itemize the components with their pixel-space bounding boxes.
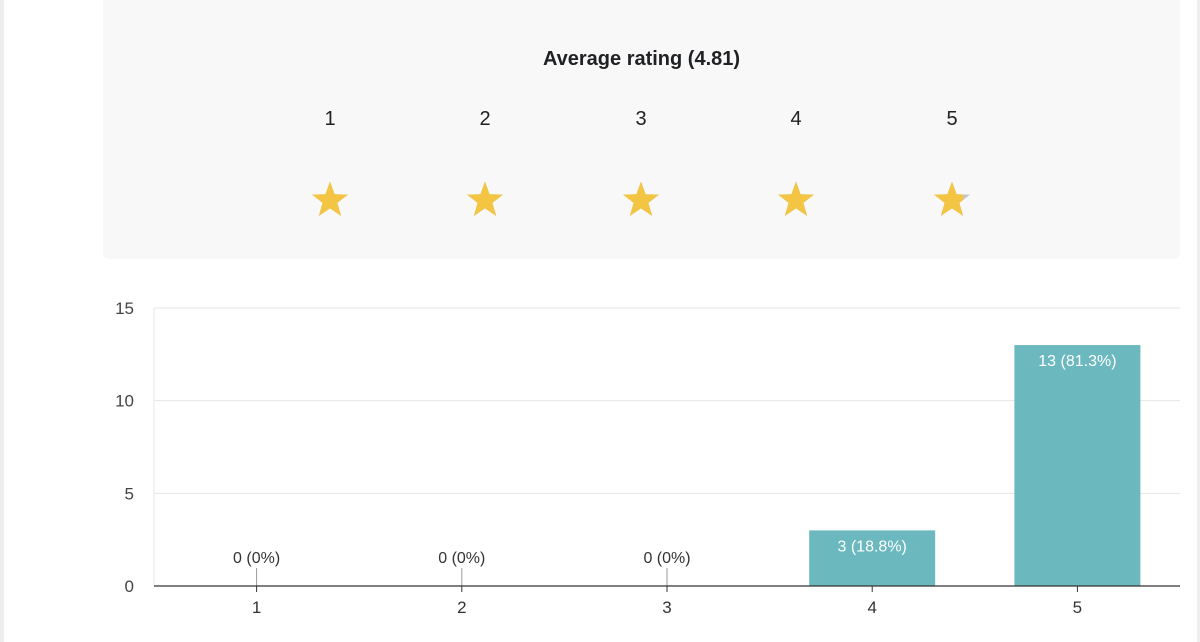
star-icon [623, 181, 659, 216]
star-icon [312, 181, 348, 216]
x-tick-label: 3 [662, 598, 671, 617]
star-icon [778, 181, 814, 216]
rating-number: 4 [790, 108, 802, 130]
rating-number: 1 [324, 108, 336, 130]
data-label: 13 (81.3%) [1038, 353, 1116, 370]
rating-summary-panel: Average rating (4.81) 1 2 3 4 5 [103, 0, 1180, 259]
data-label: 3 (18.8%) [838, 538, 907, 555]
average-rating-title: Average rating (4.81) [542, 48, 741, 70]
bar-4 [809, 530, 936, 586]
y-tick-label: 15 [115, 299, 134, 318]
y-tick-label: 10 [115, 392, 134, 411]
rating-option-5: 5 [912, 108, 992, 218]
rating-option-1: 1 [290, 108, 370, 218]
rating-number: 2 [479, 108, 491, 130]
right-divider [1197, 0, 1200, 642]
rating-option-4: 4 [756, 108, 836, 218]
rating-option-3: 3 [601, 108, 681, 218]
x-tick-label: 4 [867, 598, 876, 617]
rating-option-2: 2 [445, 108, 525, 218]
data-label: 0 (0%) [643, 550, 690, 567]
star-icon [467, 181, 503, 216]
x-tick-label: 5 [1073, 598, 1082, 617]
y-tick-label: 0 [125, 577, 134, 596]
x-tick-label: 2 [457, 598, 466, 617]
y-tick-label: 5 [125, 484, 134, 503]
data-label: 0 (0%) [233, 550, 280, 567]
rating-distribution-chart: 0 5 10 15 0 (0%) 1 0 (0%) 2 0 (0%) 3 3 (18.8%) 4 13 … [115, 299, 1180, 617]
left-divider [0, 0, 4, 642]
data-label: 0 (0%) [438, 550, 485, 567]
bar-5 [1014, 345, 1141, 586]
star-icon [934, 181, 970, 216]
rating-number: 5 [946, 108, 958, 130]
rating-number: 3 [635, 108, 647, 130]
x-tick-label: 1 [252, 598, 261, 617]
